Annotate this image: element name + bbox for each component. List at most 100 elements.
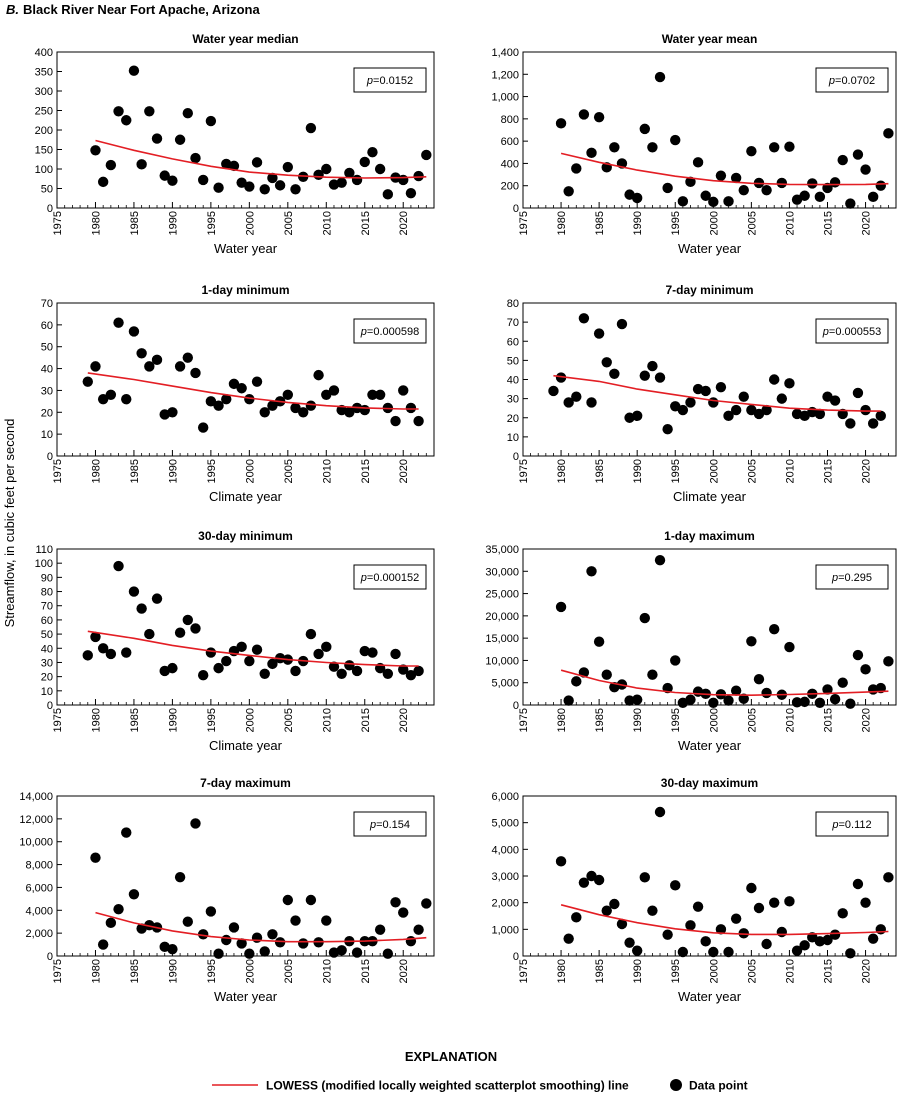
y-tick-label: 10,000 bbox=[19, 837, 53, 849]
y-tick-label: 1,000 bbox=[491, 92, 519, 104]
lowess-line bbox=[560, 904, 889, 936]
data-point bbox=[344, 407, 355, 418]
data-point bbox=[251, 932, 263, 943]
data-point bbox=[723, 695, 734, 706]
x-tick-label: 1995 bbox=[670, 708, 682, 732]
legend-point-label: Data point bbox=[689, 1079, 748, 1093]
data-point bbox=[282, 389, 294, 400]
data-point bbox=[228, 378, 240, 390]
x-tick-label: 2015 bbox=[360, 211, 372, 235]
p-value-text: p=0.000152 bbox=[360, 572, 419, 584]
y-tick-label: 10 bbox=[41, 429, 53, 441]
y-tick-label: 50 bbox=[507, 355, 519, 367]
y-tick-label: 100 bbox=[35, 558, 53, 570]
data-point bbox=[677, 946, 689, 958]
x-tick-label: 1995 bbox=[206, 959, 218, 983]
data-point bbox=[860, 164, 871, 175]
lowess-line bbox=[95, 139, 427, 179]
data-point bbox=[769, 142, 780, 153]
data-point bbox=[121, 393, 132, 405]
data-point bbox=[305, 122, 317, 134]
x-tick-label: 1975 bbox=[52, 708, 64, 732]
x-tick-label: 1990 bbox=[167, 708, 179, 732]
data-point bbox=[267, 172, 278, 184]
data-point bbox=[829, 177, 841, 188]
data-point bbox=[251, 644, 263, 655]
data-point bbox=[382, 189, 394, 200]
data-point bbox=[344, 167, 355, 179]
p-symbol: p bbox=[828, 75, 835, 87]
data-point bbox=[639, 872, 650, 883]
data-point bbox=[344, 660, 355, 671]
x-tick-label: 1985 bbox=[594, 211, 606, 235]
data-point bbox=[390, 648, 401, 660]
data-point bbox=[359, 645, 370, 657]
data-point bbox=[197, 670, 209, 681]
data-point bbox=[769, 897, 780, 908]
data-point bbox=[769, 624, 780, 635]
data-point bbox=[305, 894, 317, 906]
data-point bbox=[113, 106, 124, 117]
data-point bbox=[829, 929, 841, 940]
y-tick-label: 50 bbox=[41, 629, 53, 641]
data-point bbox=[852, 878, 864, 890]
data-point bbox=[852, 149, 864, 160]
data-point bbox=[367, 647, 378, 658]
y-tick-label: 40 bbox=[41, 364, 53, 376]
data-point bbox=[593, 636, 605, 647]
data-point bbox=[654, 806, 666, 818]
data-point bbox=[685, 920, 696, 931]
x-tick-label: 2015 bbox=[360, 708, 372, 732]
data-point bbox=[190, 623, 201, 634]
data-point bbox=[761, 938, 772, 950]
x-tick-label: 2000 bbox=[708, 708, 720, 732]
data-point bbox=[700, 385, 711, 397]
data-point bbox=[336, 945, 347, 956]
p-value-box bbox=[353, 318, 427, 344]
shared-y-axis-label: Streamflow, in cubic feet per second bbox=[2, 419, 17, 628]
data-point bbox=[374, 163, 386, 175]
data-point bbox=[113, 317, 124, 328]
p-value: =0.0702 bbox=[835, 75, 875, 87]
data-point bbox=[746, 145, 757, 157]
data-point bbox=[151, 133, 163, 144]
data-point bbox=[113, 560, 124, 572]
data-point bbox=[328, 661, 340, 672]
x-tick-label: 1975 bbox=[52, 459, 64, 483]
data-point bbox=[336, 177, 347, 188]
data-point bbox=[715, 170, 727, 181]
chart-7: 7-day maximum 0 2,000 4,000 6,000 8,000 10,000… bbox=[19, 776, 435, 1004]
y-tick-label: 1,400 bbox=[491, 47, 519, 59]
data-point bbox=[814, 697, 826, 708]
data-point bbox=[298, 938, 309, 949]
data-point bbox=[860, 897, 871, 908]
p-value-text: p=0.0702 bbox=[828, 75, 875, 87]
p-symbol: p bbox=[360, 326, 367, 338]
x-tick-label: 2010 bbox=[784, 708, 796, 732]
x-tick-label: 2000 bbox=[708, 959, 720, 983]
data-point bbox=[321, 641, 332, 653]
data-point bbox=[167, 943, 178, 955]
data-point bbox=[236, 383, 247, 394]
p-value-text: p=0.295 bbox=[831, 572, 872, 584]
chart-5: 30-day minimum 0 10 20 30 40 50 60 70 80 90 100 110 1… bbox=[35, 529, 435, 753]
data-point bbox=[213, 182, 224, 193]
data-point bbox=[662, 424, 673, 435]
data-point bbox=[624, 695, 635, 706]
data-point bbox=[784, 641, 795, 653]
y-tick-label: 3,000 bbox=[491, 871, 519, 883]
x-tick-label: 2010 bbox=[321, 959, 333, 983]
data-point bbox=[413, 924, 424, 935]
data-point bbox=[421, 149, 432, 161]
p-value-box bbox=[815, 564, 889, 590]
data-point bbox=[746, 636, 757, 647]
data-point bbox=[738, 693, 749, 704]
chart-title: 7-day minimum bbox=[665, 283, 753, 297]
lowess-line bbox=[87, 630, 419, 667]
x-tick-label: 1985 bbox=[129, 459, 141, 483]
y-tick-label: 40 bbox=[41, 643, 53, 655]
data-point bbox=[374, 389, 386, 400]
data-point bbox=[274, 180, 286, 191]
